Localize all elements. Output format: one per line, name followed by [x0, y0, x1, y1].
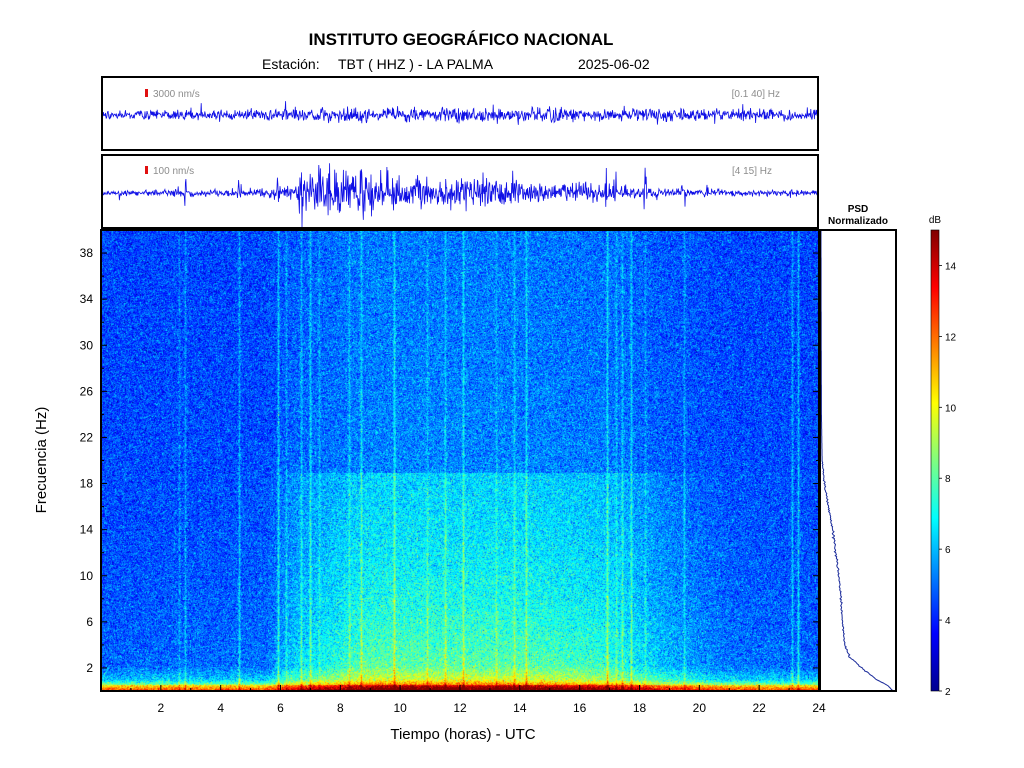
y-tick-label: 26	[80, 384, 94, 398]
waveform-filtered-line	[102, 163, 819, 228]
x-tick-label: 18	[633, 701, 647, 715]
x-tick-label: 16	[573, 701, 587, 715]
psd-panel: PSD Normalizado	[819, 204, 897, 692]
y-tick-label: 34	[80, 292, 94, 306]
y-tick-label: 38	[80, 246, 94, 260]
colorbar-tick-label: 6	[945, 545, 951, 556]
x-tick-label: 24	[812, 701, 826, 715]
x-tick-label: 22	[752, 701, 766, 715]
x-axis-label: Tiempo (horas) - UTC	[390, 726, 535, 743]
record-date: 2025-06-02	[578, 56, 650, 72]
x-tick-label: 4	[217, 701, 224, 715]
band-label-broadband: [0.1 40] Hz	[732, 89, 780, 100]
colorbar-unit-label: dB	[929, 215, 942, 226]
y-axis-label: Frecuencia (Hz)	[33, 407, 50, 514]
waveform-panel-filtered: 100 nm/s [4 15] Hz	[101, 154, 819, 229]
y-tick-label: 10	[80, 569, 94, 583]
colorbar-gradient	[930, 229, 940, 692]
scale-marker-broadband	[145, 89, 148, 97]
psd-title-line1: PSD	[848, 204, 869, 215]
band-label-filtered: [4 15] Hz	[732, 166, 772, 177]
x-tick-label: 14	[513, 701, 527, 715]
x-tick-label: 8	[337, 701, 344, 715]
psd-title-line2: Normalizado	[828, 216, 888, 227]
station-name: TBT ( HHZ ) - LA PALMA	[338, 56, 494, 72]
colorbar-tick-label: 14	[945, 261, 957, 272]
waveform-broadband-trace	[101, 101, 819, 125]
scale-label-broadband: 3000 nm/s	[153, 89, 200, 100]
y-tick-label: 2	[86, 661, 93, 675]
spectrogram-image	[101, 230, 819, 691]
x-tick-label: 2	[157, 701, 164, 715]
x-tick-label: 20	[693, 701, 707, 715]
station-label: Estación:	[262, 56, 320, 72]
waveform-filtered-trace	[102, 163, 819, 228]
colorbar-tick-label: 4	[945, 616, 951, 627]
y-tick-label: 18	[80, 477, 94, 491]
chart-title: INSTITUTO GEOGRÁFICO NACIONAL	[309, 30, 614, 49]
scale-marker-filtered	[145, 166, 148, 174]
x-tick-label: 10	[393, 701, 407, 715]
colorbar-tick-label: 2	[945, 687, 951, 698]
colorbar: dB 2 4 6 8 10 12 14	[929, 215, 957, 698]
scale-label-filtered: 100 nm/s	[153, 166, 194, 177]
psd-curve	[820, 230, 894, 692]
x-tick-label: 6	[277, 701, 284, 715]
colorbar-tick-label: 12	[945, 332, 957, 343]
colorbar-tick-label: 10	[945, 403, 957, 414]
y-tick-label: 6	[86, 615, 93, 629]
colorbar-tick-label: 8	[945, 474, 951, 485]
colorbar-ticks: 2 4 6 8 10 12 14	[939, 261, 957, 698]
y-tick-label: 14	[80, 523, 94, 537]
x-tick-label: 12	[453, 701, 467, 715]
waveform-panel-broadband: 3000 nm/s [0.1 40] Hz	[101, 76, 819, 151]
y-tick-label: 30	[80, 338, 94, 352]
waveform-broadband-line	[101, 101, 819, 125]
y-tick-label: 22	[80, 430, 94, 444]
